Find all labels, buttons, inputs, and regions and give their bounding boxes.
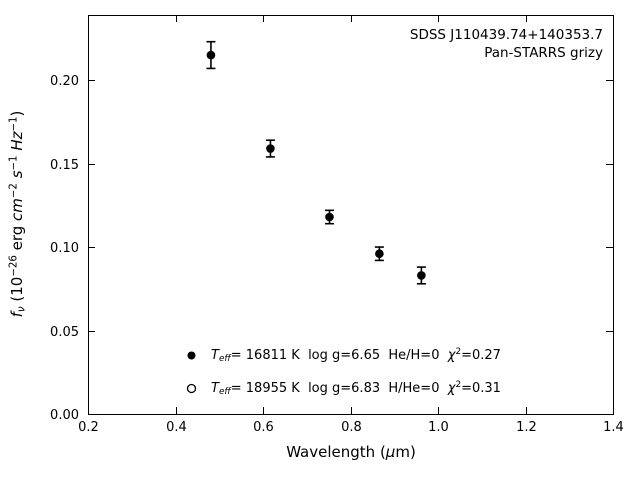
annotation-line-survey: Pan-STARRS grizy	[484, 45, 603, 61]
y-tick-label: 0.00	[50, 408, 79, 423]
y-tick-label: 0.05	[50, 325, 79, 340]
open-circle-icon	[186, 383, 197, 394]
data-point-marker	[206, 50, 216, 60]
x-tick-label: 0.6	[253, 420, 274, 435]
y-tick-label: 0.10	[50, 241, 79, 256]
x-tick-label: 0.4	[166, 420, 187, 435]
y-axis-label: fν (10−26 erg cm−2 s−1 Hz−1)	[8, 110, 28, 318]
legend-entry-label: Teff= 18955 K log g=6.83 H/He=0 χ2=0.31	[211, 380, 501, 398]
data-point-marker	[325, 212, 334, 222]
legend-entry: Teff= 16811 K log g=6.65 He/H=0 χ2=0.27	[185, 347, 501, 365]
x-axis-label: Wavelength (μm)	[286, 443, 416, 461]
annotation: SDSS J110439.74+140353.7 Pan-STARRS griz…	[410, 26, 603, 62]
x-tick-label: 1.0	[428, 420, 449, 435]
x-tick-label: 1.2	[516, 420, 537, 435]
x-tick-label: 0.8	[341, 420, 362, 435]
annotation-line-object-id: SDSS J110439.74+140353.7	[409, 27, 603, 43]
y-tick-label: 0.20	[50, 74, 79, 89]
data-point-marker	[266, 144, 275, 153]
data-point-marker	[417, 271, 426, 280]
x-tick-label: 1.4	[603, 420, 624, 435]
x-tick-label: 0.2	[78, 420, 99, 435]
legend-entry-label: Teff= 16811 K log g=6.65 He/H=0 χ2=0.27	[211, 347, 501, 365]
legend-entry: Teff= 18955 K log g=6.83 H/He=0 χ2=0.31	[185, 380, 501, 398]
filled-circle-icon	[187, 351, 196, 360]
data-point-marker	[375, 249, 384, 259]
y-tick-label: 0.15	[50, 158, 79, 173]
